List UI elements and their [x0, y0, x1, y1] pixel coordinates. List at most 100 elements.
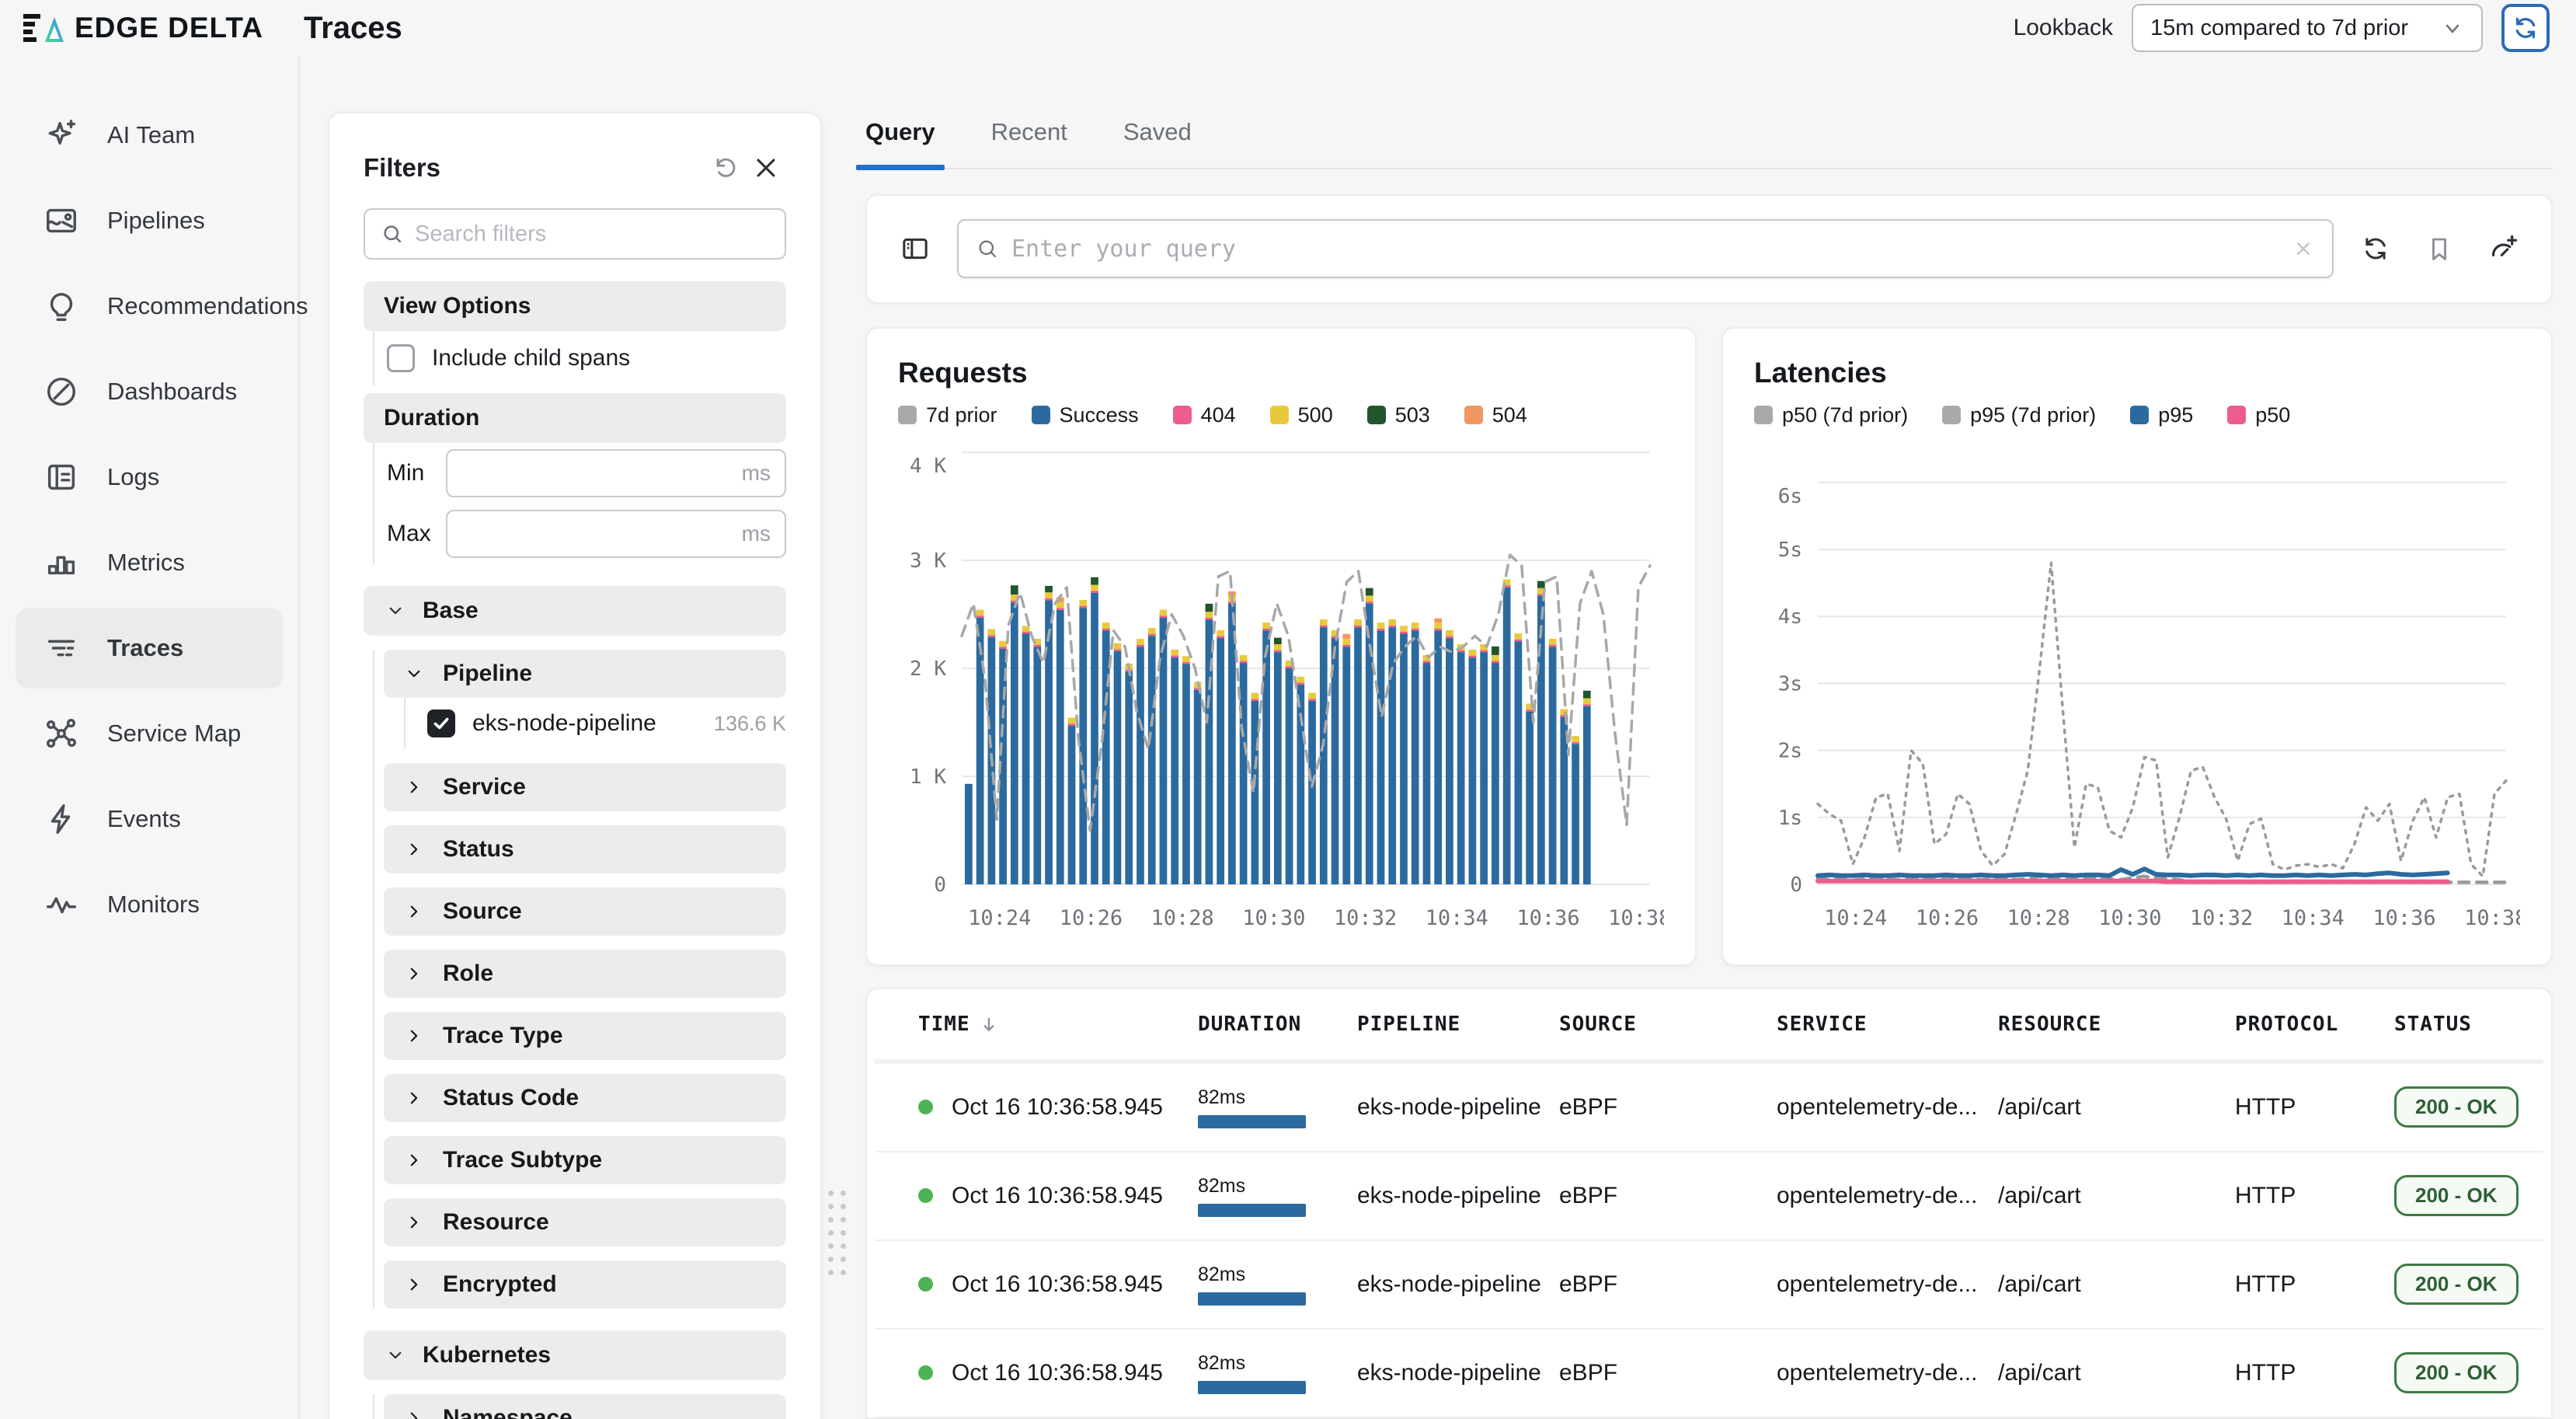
- tab-query[interactable]: Query: [865, 118, 935, 168]
- sidebar-item-logs[interactable]: Logs: [16, 437, 283, 518]
- duration-value: 82ms: [1198, 1175, 1326, 1198]
- run-query-button[interactable]: [2355, 228, 2396, 269]
- sidebar-item-recommendations[interactable]: Recommendations: [16, 266, 283, 347]
- sidebar-item-monitors[interactable]: Monitors: [16, 864, 283, 945]
- column-header-label: SERVICE: [1777, 1013, 1868, 1036]
- duration-cell: 82ms: [1198, 1352, 1357, 1394]
- save-query-button[interactable]: [2419, 228, 2459, 269]
- filter-item-role[interactable]: Role: [384, 950, 786, 998]
- filter-item-resource[interactable]: Resource: [384, 1198, 786, 1246]
- sidebar-item-service-map[interactable]: Service Map: [16, 693, 283, 774]
- cell-source: eBPF: [1559, 1271, 1777, 1298]
- tab-saved[interactable]: Saved: [1123, 118, 1192, 168]
- duration-bar: [1198, 1115, 1306, 1128]
- duration-min-input[interactable]: [461, 461, 742, 486]
- legend-swatch: [898, 406, 917, 424]
- duration-min-label: Min: [387, 460, 446, 486]
- lookback-select[interactable]: 15m compared to 7d prior: [2132, 4, 2483, 52]
- column-header-resource[interactable]: RESOURCE: [1998, 1013, 2235, 1036]
- filter-item-trace-type[interactable]: Trace Type: [384, 1012, 786, 1060]
- column-header-source[interactable]: SOURCE: [1559, 1013, 1777, 1036]
- svg-text:2s: 2s: [1778, 739, 1802, 762]
- legend-item[interactable]: 404: [1173, 403, 1236, 427]
- column-header-time[interactable]: TIME: [918, 1013, 1198, 1036]
- filter-group-header-kubernetes[interactable]: Kubernetes: [364, 1330, 786, 1380]
- clear-query-icon[interactable]: [2292, 237, 2315, 260]
- lookback-label: Lookback: [2014, 15, 2113, 41]
- cell-resource: /api/cart: [1998, 1094, 2235, 1121]
- sidebar-item-events[interactable]: Events: [16, 779, 283, 859]
- panel-resize-handle[interactable]: [822, 56, 848, 1419]
- filter-option-eks-node-pipeline[interactable]: eks-node-pipeline136.6 K: [384, 698, 786, 749]
- legend-item[interactable]: Success: [1032, 403, 1139, 427]
- chevron-right-icon: [402, 1407, 426, 1419]
- sidebar-item-label: Metrics: [107, 549, 185, 577]
- section-label: Duration: [384, 405, 479, 431]
- filter-item-namespace[interactable]: Namespace: [384, 1394, 786, 1419]
- duration-max-input[interactable]: [461, 521, 742, 546]
- legend-label: p95: [2158, 403, 2193, 427]
- filters-reset-button[interactable]: [705, 148, 746, 188]
- filter-option-checkbox[interactable]: [427, 710, 455, 737]
- topbar: EDGE DELTA Traces Lookback 15m compared …: [0, 0, 2576, 56]
- latencies-legend: p50 (7d prior) p95 (7d prior) p95 p50: [1754, 403, 2520, 427]
- status-dot: [918, 1277, 933, 1292]
- sidebar: AI Team PipelinesRecommendationsDashboard…: [0, 56, 300, 1419]
- refresh-button[interactable]: [2501, 4, 2550, 52]
- legend-item[interactable]: p50: [2227, 403, 2290, 427]
- filter-item-status-code[interactable]: Status Code: [384, 1074, 786, 1122]
- legend-item[interactable]: p50 (7d prior): [1754, 403, 1908, 427]
- filter-item-encrypted[interactable]: Encrypted: [384, 1260, 786, 1309]
- legend-item[interactable]: 7d prior: [898, 403, 997, 427]
- legend-item[interactable]: p95: [2130, 403, 2193, 427]
- column-header-status[interactable]: STATUS: [2394, 1013, 2543, 1036]
- sidebar-item-metrics[interactable]: Metrics: [16, 522, 283, 603]
- duration-bar: [1198, 1381, 1306, 1394]
- column-header-label: RESOURCE: [1998, 1013, 2101, 1036]
- filter-item-status[interactable]: Status: [384, 825, 786, 873]
- tab-recent[interactable]: Recent: [991, 118, 1067, 168]
- sidebar-item-dashboards[interactable]: Dashboards: [16, 351, 283, 432]
- checkbox-label: Include child spans: [432, 345, 630, 371]
- legend-item[interactable]: 504: [1464, 403, 1527, 427]
- filter-item-trace-subtype[interactable]: Trace Subtype: [384, 1136, 786, 1184]
- filter-item-source[interactable]: Source: [384, 887, 786, 936]
- filter-item-service[interactable]: Service: [384, 763, 786, 811]
- legend-item[interactable]: 500: [1270, 403, 1333, 427]
- query-input[interactable]: [1011, 235, 2279, 263]
- duration-max-unit: ms: [742, 521, 771, 546]
- column-header-service[interactable]: SERVICE: [1777, 1013, 1998, 1036]
- column-header-label: TIME: [918, 1013, 970, 1036]
- column-header-protocol[interactable]: PROTOCOL: [2235, 1013, 2394, 1036]
- duration-max-box: ms: [446, 510, 786, 558]
- include-child-spans-checkbox[interactable]: [387, 344, 415, 372]
- duration-bar: [1198, 1204, 1306, 1217]
- filters-close-button[interactable]: [746, 148, 786, 188]
- table-row[interactable]: Oct 16 10:36:58.94582mseks-node-pipeline…: [875, 1241, 2543, 1330]
- column-header-pipeline[interactable]: PIPELINE: [1357, 1013, 1559, 1036]
- add-to-dashboard-button[interactable]: [2483, 228, 2523, 269]
- table-row[interactable]: Oct 16 10:36:58.94582mseks-node-pipeline…: [875, 1064, 2543, 1152]
- filter-section-view-options[interactable]: View Options: [364, 281, 786, 331]
- column-header-duration[interactable]: DURATION: [1198, 1013, 1357, 1036]
- sidebar-item-pipelines[interactable]: Pipelines: [16, 180, 283, 261]
- filter-item-pipeline[interactable]: Pipeline: [384, 650, 786, 698]
- sidebar-item-ai-team[interactable]: AI Team: [16, 95, 283, 176]
- filter-search-input[interactable]: [415, 221, 769, 247]
- svg-text:10:32: 10:32: [1334, 906, 1397, 930]
- filter-item-label: Status Code: [443, 1085, 579, 1111]
- table-row[interactable]: Oct 16 10:36:58.94582mseks-node-pipeline…: [875, 1330, 2543, 1418]
- refresh-icon: [2512, 15, 2539, 41]
- filter-section-duration[interactable]: Duration: [364, 393, 786, 443]
- cell-pipeline: eks-node-pipeline: [1357, 1360, 1559, 1386]
- brand-logo[interactable]: EDGE DELTA: [23, 11, 263, 45]
- legend-item[interactable]: p95 (7d prior): [1942, 403, 2096, 427]
- filter-group-header-base[interactable]: Base: [364, 586, 786, 636]
- panel-toggle-button[interactable]: [895, 228, 935, 269]
- sidebar-item-traces[interactable]: Traces: [16, 608, 283, 689]
- status-badge: 200 - OK: [2394, 1264, 2519, 1305]
- sidebar-item-label: AI Team: [107, 121, 195, 149]
- chevron-right-icon: [402, 1273, 426, 1296]
- table-row[interactable]: Oct 16 10:36:58.94582mseks-node-pipeline…: [875, 1152, 2543, 1241]
- legend-item[interactable]: 503: [1367, 403, 1430, 427]
